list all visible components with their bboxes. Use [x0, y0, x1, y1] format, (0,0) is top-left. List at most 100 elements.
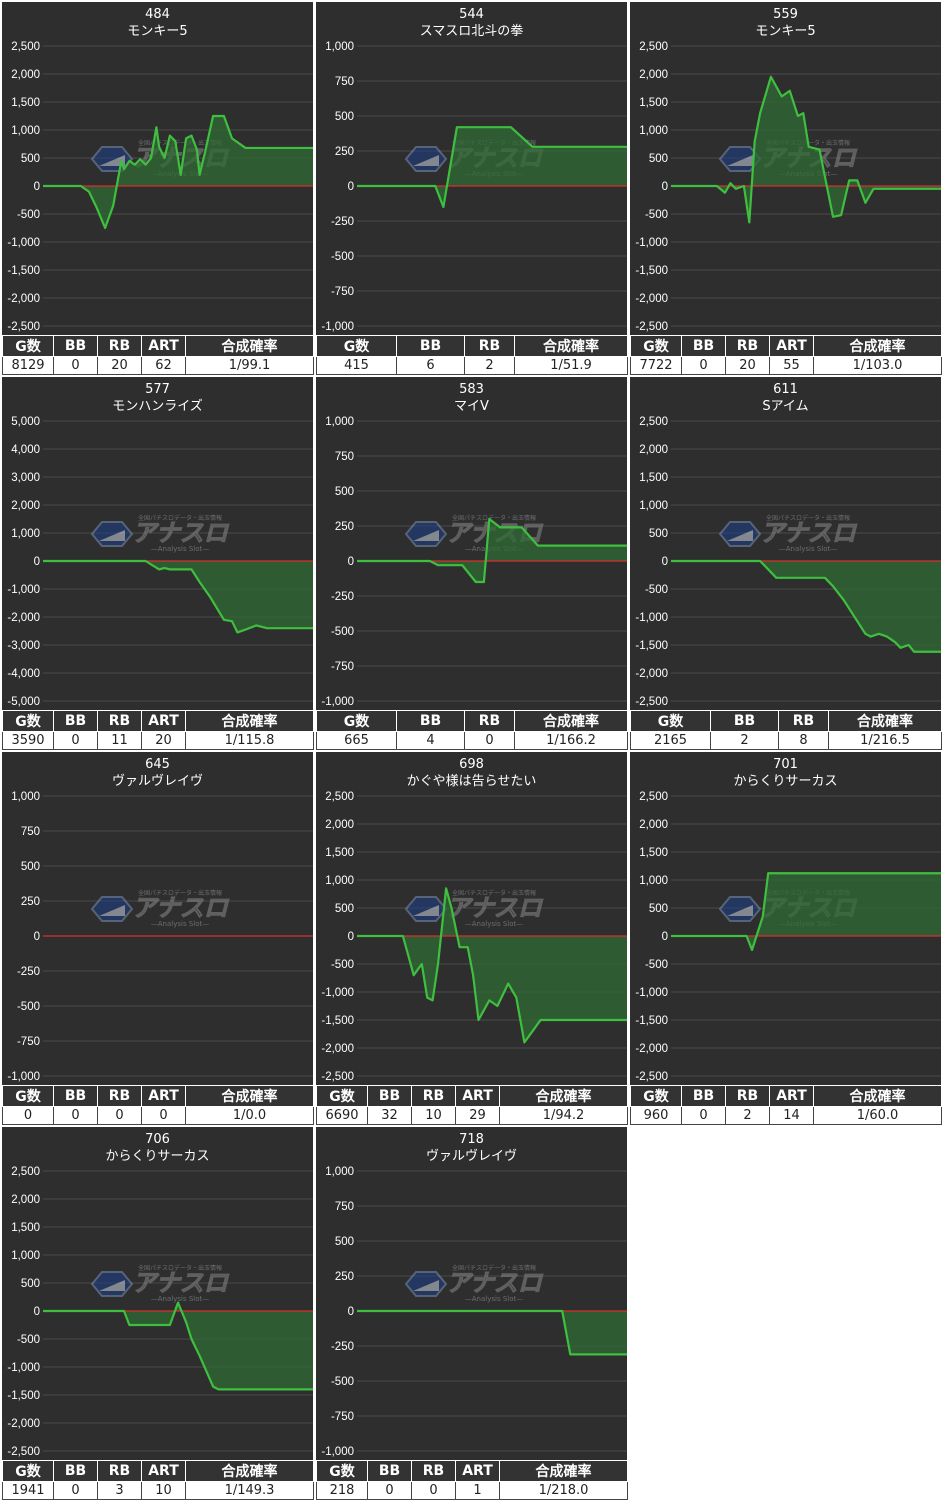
watermark-tagline: 全国パチスロデータ・出玉情報	[138, 1264, 222, 1272]
logo-wedge-icon	[413, 1280, 439, 1291]
stats-value-cell: 0	[97, 1106, 142, 1125]
y-tick-label: -1,500	[7, 1390, 40, 1402]
machine-name: ヴァルヴレイヴ	[426, 1148, 517, 1164]
y-tick-label: 500	[649, 903, 668, 915]
machine-panel: 559 モンキー5 2,500 2,000 1,500 1,000 500 0 -500 -1,0…	[630, 2, 942, 375]
y-tick-label: 1,500	[639, 847, 668, 859]
logo-hexagon-icon	[404, 521, 448, 547]
y-tick-label: 250	[335, 521, 354, 533]
stats-header-cell: RB	[411, 1460, 456, 1482]
y-tick-label: -1,500	[321, 1015, 354, 1027]
y-tick-label: -2,000	[635, 1043, 668, 1055]
chart-background	[2, 377, 313, 710]
stats-value-cell: 0	[53, 1481, 98, 1500]
logo-hexagon-icon	[90, 896, 134, 922]
y-tick-label: 0	[34, 556, 40, 568]
stats-header-cell: ART	[769, 335, 814, 357]
y-tick-label: -1,000	[7, 1071, 40, 1083]
stats-header-cell: G数	[2, 335, 54, 357]
logo-wedge-icon	[727, 530, 753, 541]
stats-header-cell: RB	[464, 335, 515, 357]
machine-panel: 611 Sアイム 2,500 2,000 1,500 1,000 500 0 -500 -1,00…	[630, 377, 942, 750]
stats-value-cell: 665	[316, 731, 397, 750]
y-tick-label: -1,000	[7, 237, 40, 249]
machine-number: 718	[459, 1132, 484, 1147]
stats-header-cell: BB	[681, 1085, 726, 1107]
y-tick-label: -1,500	[635, 265, 668, 277]
logo-wedge-icon	[99, 905, 125, 916]
machine-panel: 701 からくりサーカス 2,500 2,000 1,500 1,000 500 0 -500 -…	[630, 752, 942, 1125]
logo-wedge-icon	[413, 155, 439, 166]
watermark-brand: アナスロ	[132, 519, 230, 547]
watermark-subtitle: —Analysis Slot—	[151, 545, 209, 553]
y-tick-label: 2,000	[11, 500, 40, 512]
y-tick-label: -1,500	[7, 265, 40, 277]
y-tick-label: 2,500	[639, 791, 668, 803]
series-line	[357, 887, 627, 1044]
series-line	[357, 1309, 627, 1356]
y-tick-label: 1,000	[325, 416, 354, 428]
y-tick-label: 500	[21, 861, 40, 873]
stats-header-cell: RB	[725, 1085, 770, 1107]
stats-header-cell: 合成確率	[499, 1460, 628, 1482]
y-tick-label: 250	[335, 1271, 354, 1283]
stats-value-cell: 1/51.9	[514, 356, 628, 375]
y-tick-label: -500	[17, 1001, 40, 1013]
machine-panel: 706 からくりサーカス 2,500 2,000 1,500 1,000 500 0 -500 -…	[2, 1127, 314, 1500]
y-tick-label: 2,500	[325, 791, 354, 803]
y-tick-label: 2,000	[639, 819, 668, 831]
y-tick-label: 1,000	[325, 1166, 354, 1178]
machine-number: 484	[145, 7, 170, 22]
watermark-brand: アナスロ	[760, 519, 858, 547]
stats-value-cell: 0	[681, 1106, 726, 1125]
stats-value-cell: 1/149.3	[185, 1481, 314, 1500]
y-tick-label: 500	[335, 903, 354, 915]
machine-number: 645	[145, 757, 170, 772]
y-tick-label: -250	[331, 1341, 354, 1353]
y-tick-label: 0	[662, 556, 668, 568]
y-tick-label: -1,500	[635, 640, 668, 652]
y-tick-label: 250	[21, 896, 40, 908]
machine-number: 611	[773, 382, 798, 397]
stats-header-cell: BB	[396, 335, 465, 357]
y-tick-label: -750	[331, 661, 354, 673]
stats-table: G数 BB RB ART 合成確率 218 0 0 1 1/218.0	[316, 1460, 628, 1500]
y-tick-label: 1,000	[325, 41, 354, 53]
y-tick-label: 1,500	[11, 97, 40, 109]
stats-value-cell: 1/166.2	[514, 731, 628, 750]
stats-header-cell: BB	[53, 1460, 98, 1482]
y-tick-label: 2,500	[11, 1166, 40, 1178]
y-tick-label: 3,000	[11, 472, 40, 484]
stats-header-cell: 合成確率	[828, 710, 942, 732]
y-tick-label: 1,000	[325, 875, 354, 887]
y-tick-label: -2,000	[321, 1043, 354, 1055]
stats-header-cell: BB	[53, 1085, 98, 1107]
logo-wedge-icon	[99, 530, 125, 541]
y-tick-label: -500	[331, 1376, 354, 1388]
y-tick-label: 0	[34, 181, 40, 193]
watermark-brand: アナスロ	[132, 1269, 230, 1297]
y-tick-label: 0	[662, 181, 668, 193]
stats-header-cell: 合成確率	[514, 335, 628, 357]
watermark-brand: アナスロ	[446, 894, 544, 922]
y-tick-label: 1,500	[11, 1222, 40, 1234]
stats-table: G数 BB RB ART 合成確率 960 0 2 14 1/60.0	[630, 1085, 942, 1125]
watermark-tagline: 全国パチスロデータ・出玉情報	[452, 514, 536, 522]
logo-hexagon-icon	[404, 146, 448, 172]
payout-chart: 583 マイV 1,000 750 500 250 0 -250 -500 -750 -1,000 全…	[316, 377, 627, 710]
stats-table: G数 BB RB ART 合成確率 0 0 0 0 1/0.0	[2, 1085, 314, 1125]
stats-value-cell: 0	[53, 731, 98, 750]
y-tick-label: 500	[335, 1236, 354, 1248]
logo-hexagon-icon	[90, 1271, 134, 1297]
machine-panel: 544 スマスロ北斗の拳 1,000 750 500 250 0 -250 -500 -750 -1…	[316, 2, 628, 375]
machine-name: かぐや様は告らせたい	[407, 774, 537, 789]
y-tick-label: -2,500	[7, 1446, 40, 1458]
stats-value-cell: 1	[455, 1481, 500, 1500]
y-tick-label: -1,000	[321, 321, 354, 333]
stats-value-cell: 1/99.1	[185, 356, 314, 375]
logo-wedge-icon	[727, 155, 753, 166]
y-tick-label: 0	[34, 1306, 40, 1318]
